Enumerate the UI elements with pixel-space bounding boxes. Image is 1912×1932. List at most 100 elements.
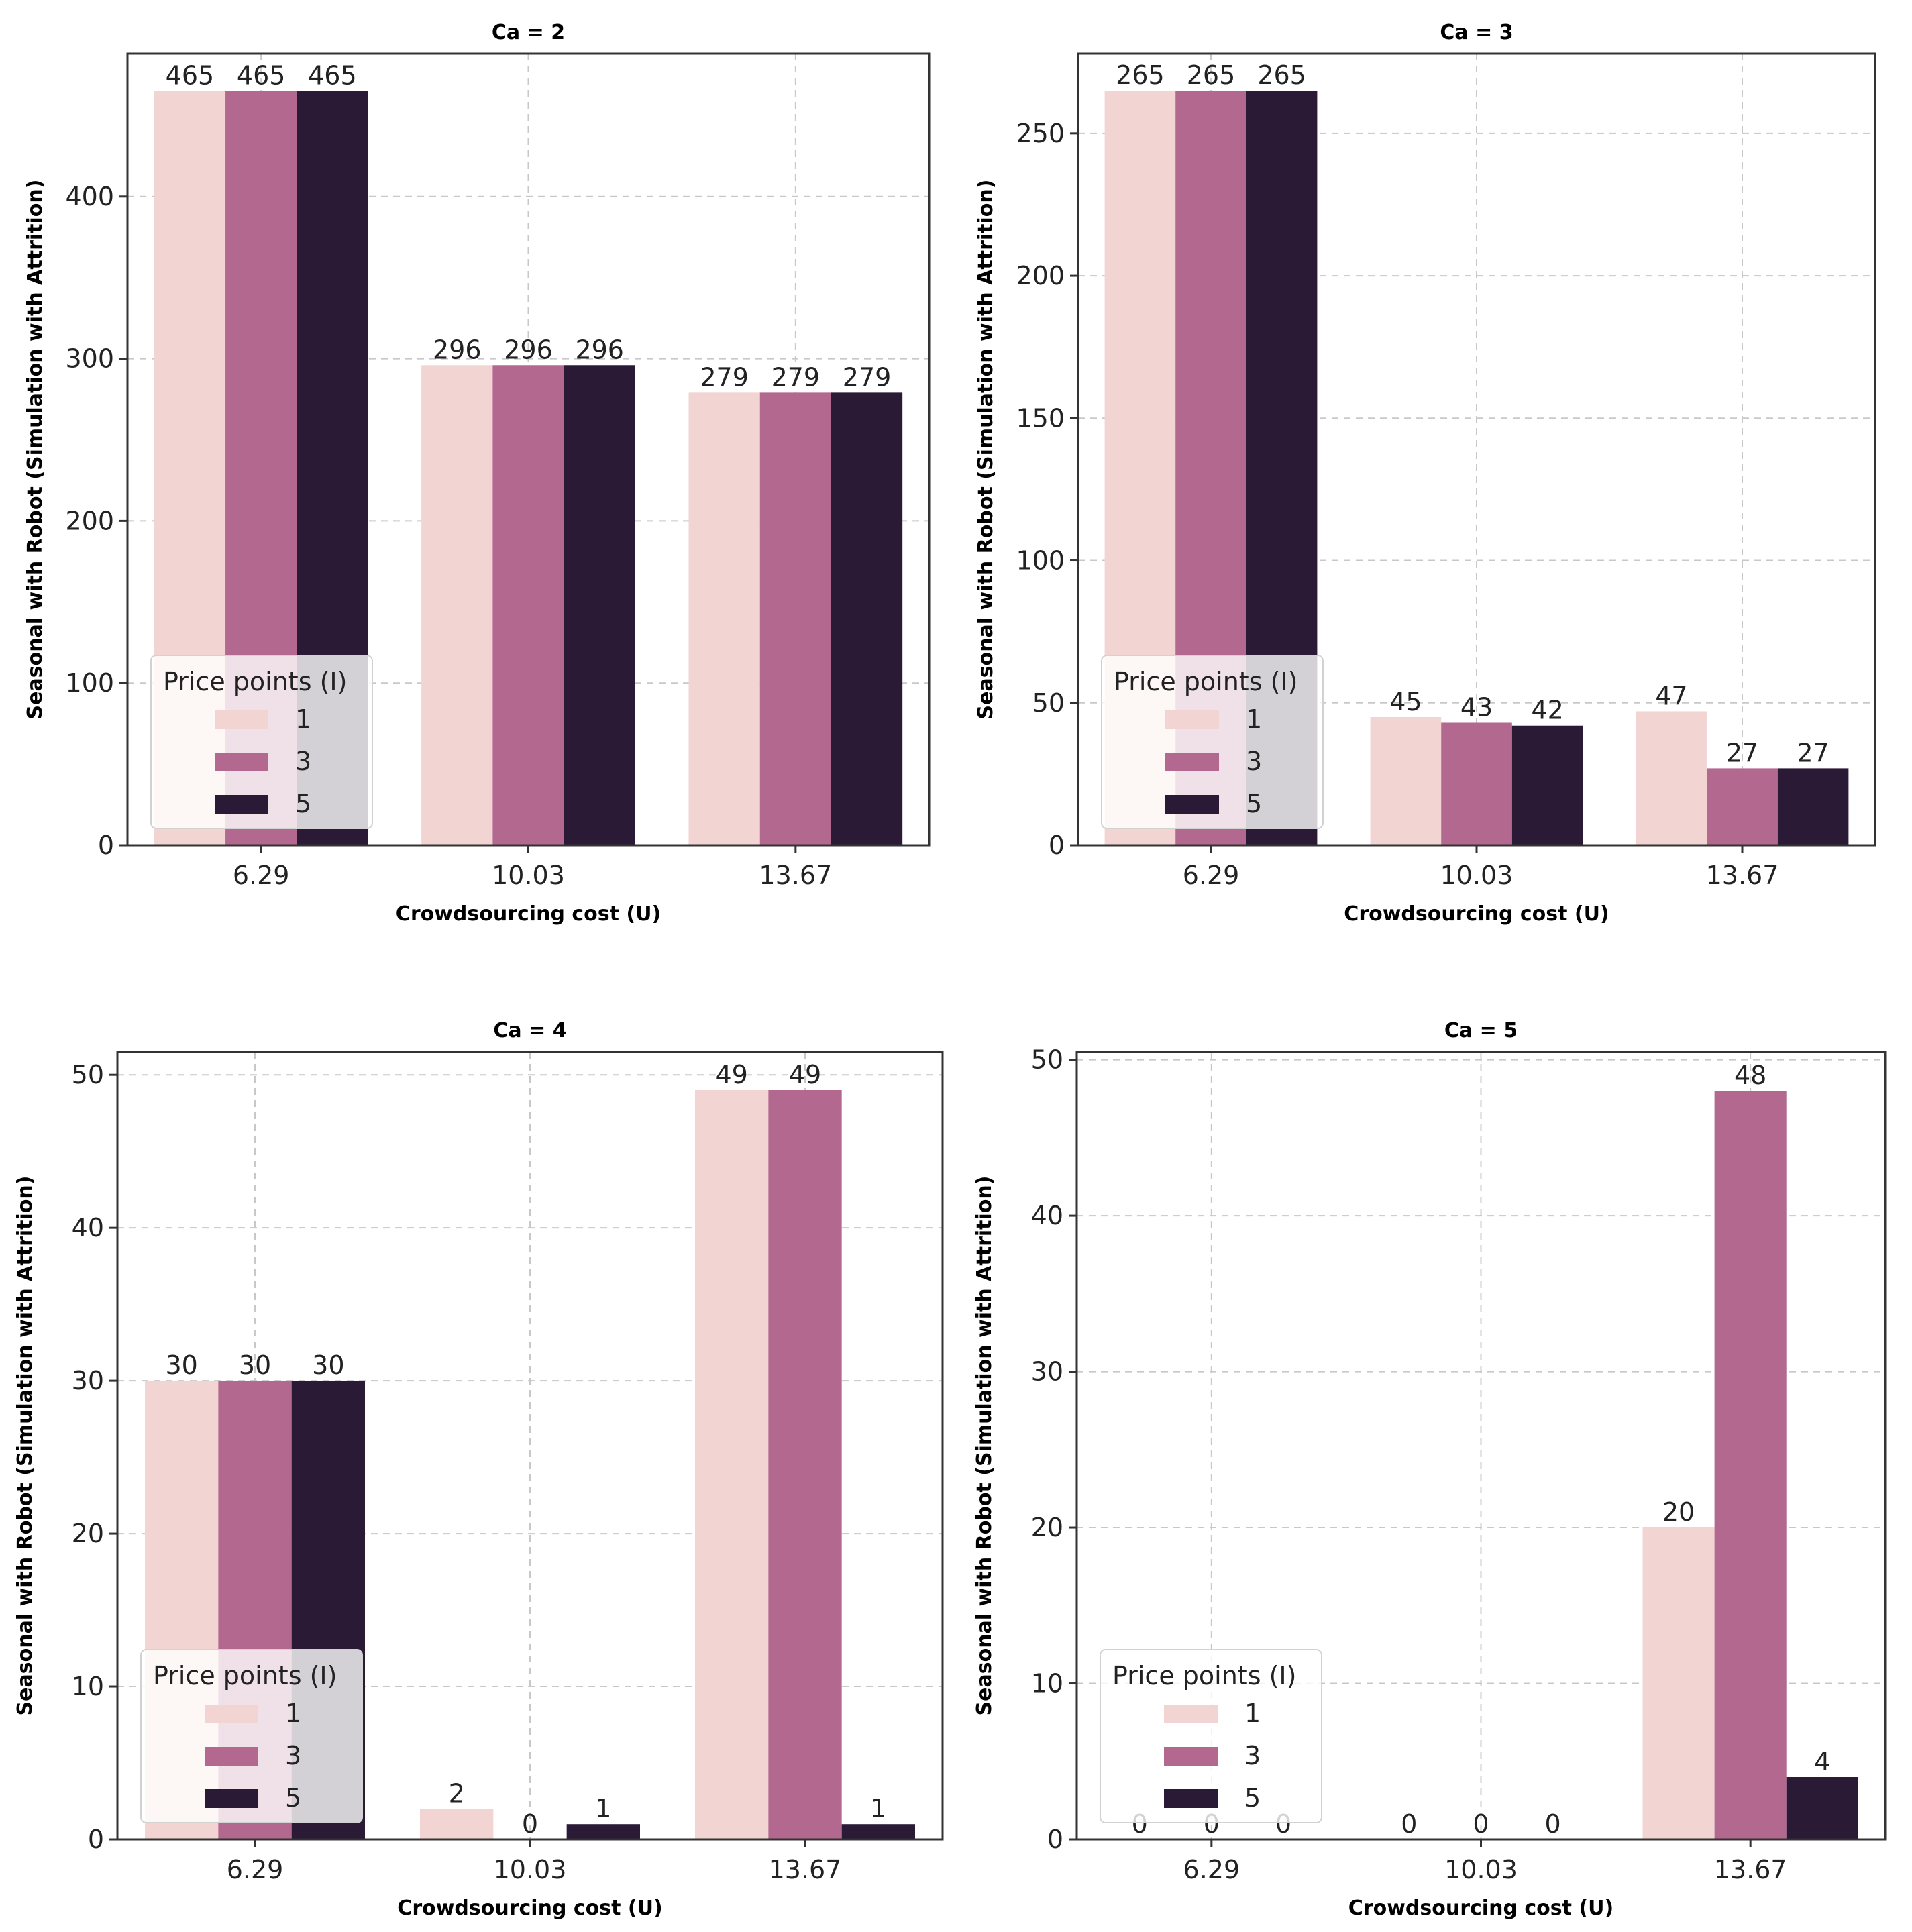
legend: Price points (I) 1 3 5 [140,1649,363,1823]
data-label: 20 [1662,1497,1695,1527]
legend-box [140,1649,363,1823]
bar-series-3-13.67 [759,392,831,845]
data-label: 45 [1389,687,1422,716]
x-axis-label: Crowdsourcing cost (U) [1344,902,1609,926]
bar-series-3-10.03 [1441,722,1512,845]
x-tick-label: 10.03 [1440,861,1513,890]
legend-swatch-3 [215,753,268,771]
data-label: 1 [870,1794,886,1823]
legend-label-1: 1 [1244,1699,1261,1728]
legend-title: Price points (I) [1114,667,1297,696]
data-label: 4 [1814,1747,1830,1776]
chart-title: Ca = 2 [492,21,565,44]
legend-label-3: 3 [1244,1741,1261,1770]
chart-title: Ca = 5 [1444,1019,1518,1042]
data-label: 43 [1460,692,1493,722]
data-label: 2 [449,1778,465,1808]
legend: Price points (I) 1 3 5 [1101,655,1324,829]
data-label: 265 [1257,60,1306,90]
y-tick-label: 0 [98,830,114,860]
y-tick-label: 300 [65,344,114,374]
legend: Price points (I) 1 3 5 [1100,1649,1322,1823]
y-tick-label: 400 [65,182,114,211]
bar-series-3-13.67 [1714,1091,1787,1839]
y-tick-label: 200 [1016,261,1065,290]
data-label: 42 [1531,696,1563,725]
legend-swatch-5 [1165,795,1219,814]
legend-title: Price points (I) [163,667,347,696]
legend-swatch-1 [205,1705,258,1723]
legend-label-1: 1 [285,1699,301,1728]
x-axis-label: Crowdsourcing cost (U) [1348,1896,1613,1920]
x-axis-label: Crowdsourcing cost (U) [397,1896,662,1920]
data-label: 27 [1797,738,1829,767]
legend-label-5: 5 [1246,789,1262,818]
legend-swatch-5 [1164,1789,1218,1808]
legend-swatch-3 [1165,753,1219,771]
bar-series-1-13.67 [1642,1527,1715,1839]
y-axis-label: Seasonal with Robot (Simulation with Att… [23,180,47,720]
x-tick-label: 10.03 [494,1855,567,1884]
legend-title: Price points (I) [153,1661,337,1690]
y-tick-label: 50 [72,1060,104,1089]
y-tick-label: 40 [1031,1201,1063,1230]
bar-series-5-13.67 [841,1824,915,1839]
data-label: 49 [715,1060,747,1089]
legend-label-1: 1 [1246,704,1262,734]
bar-series-5-13.67 [831,392,903,845]
legend-swatch-1 [1164,1705,1218,1723]
legend-label-5: 5 [285,1783,301,1813]
data-label: 49 [789,1060,821,1089]
y-tick-label: 250 [1016,119,1065,148]
y-tick-label: 150 [1016,403,1065,433]
legend-swatch-1 [1165,710,1219,729]
data-label: 30 [165,1350,197,1380]
data-label: 465 [166,61,215,91]
data-label: 48 [1734,1061,1766,1090]
x-tick-label: 6.29 [233,861,290,890]
bar-series-1-13.67 [695,1089,769,1839]
data-label: 265 [1116,60,1165,90]
data-label: 1 [595,1794,611,1823]
data-label: 47 [1655,682,1687,711]
legend-label-3: 3 [1246,747,1262,776]
x-tick-label: 10.03 [492,861,565,890]
legend-label-1: 1 [295,704,311,734]
legend-box [1101,655,1324,829]
data-label: 465 [237,61,286,91]
data-label: 30 [239,1350,271,1380]
y-tick-label: 20 [72,1519,104,1548]
x-tick-label: 13.67 [759,861,832,890]
legend-swatch-3 [205,1747,258,1766]
bar-series-1-10.03 [421,365,493,845]
chart-panel-1: 465 296 279 465 296 279 465 296 279 0 100 200 300 400… [23,21,931,926]
bar-series-5-13.67 [1786,1777,1858,1839]
x-tick-label: 13.67 [1706,861,1779,890]
bar-series-3-13.67 [1707,768,1778,845]
data-label: 296 [575,335,624,364]
y-tick-label: 0 [1047,1825,1063,1854]
data-label: 279 [700,362,749,392]
y-tick-label: 40 [72,1213,104,1242]
y-tick-label: 100 [1016,546,1065,576]
legend-title: Price points (I) [1112,1661,1296,1690]
legend-label-3: 3 [285,1741,301,1770]
legend-swatch-5 [215,795,268,814]
data-label: 296 [433,335,482,364]
legend-swatch-3 [1164,1747,1218,1766]
chart-title: Ca = 3 [1440,21,1513,44]
y-tick-label: 20 [1031,1513,1063,1542]
bar-series-1-10.03 [420,1809,494,1839]
legend: Price points (I) 1 3 5 [150,655,373,829]
y-axis-label: Seasonal with Robot (Simulation with Att… [974,180,998,720]
legend-label-5: 5 [1244,1783,1261,1813]
legend-label-5: 5 [295,789,311,818]
data-label: 279 [772,362,820,392]
y-tick-label: 30 [72,1366,104,1395]
x-tick-label: 13.67 [1714,1855,1787,1884]
bar-series-5-13.67 [1777,768,1849,845]
x-axis-label: Crowdsourcing cost (U) [396,902,661,926]
